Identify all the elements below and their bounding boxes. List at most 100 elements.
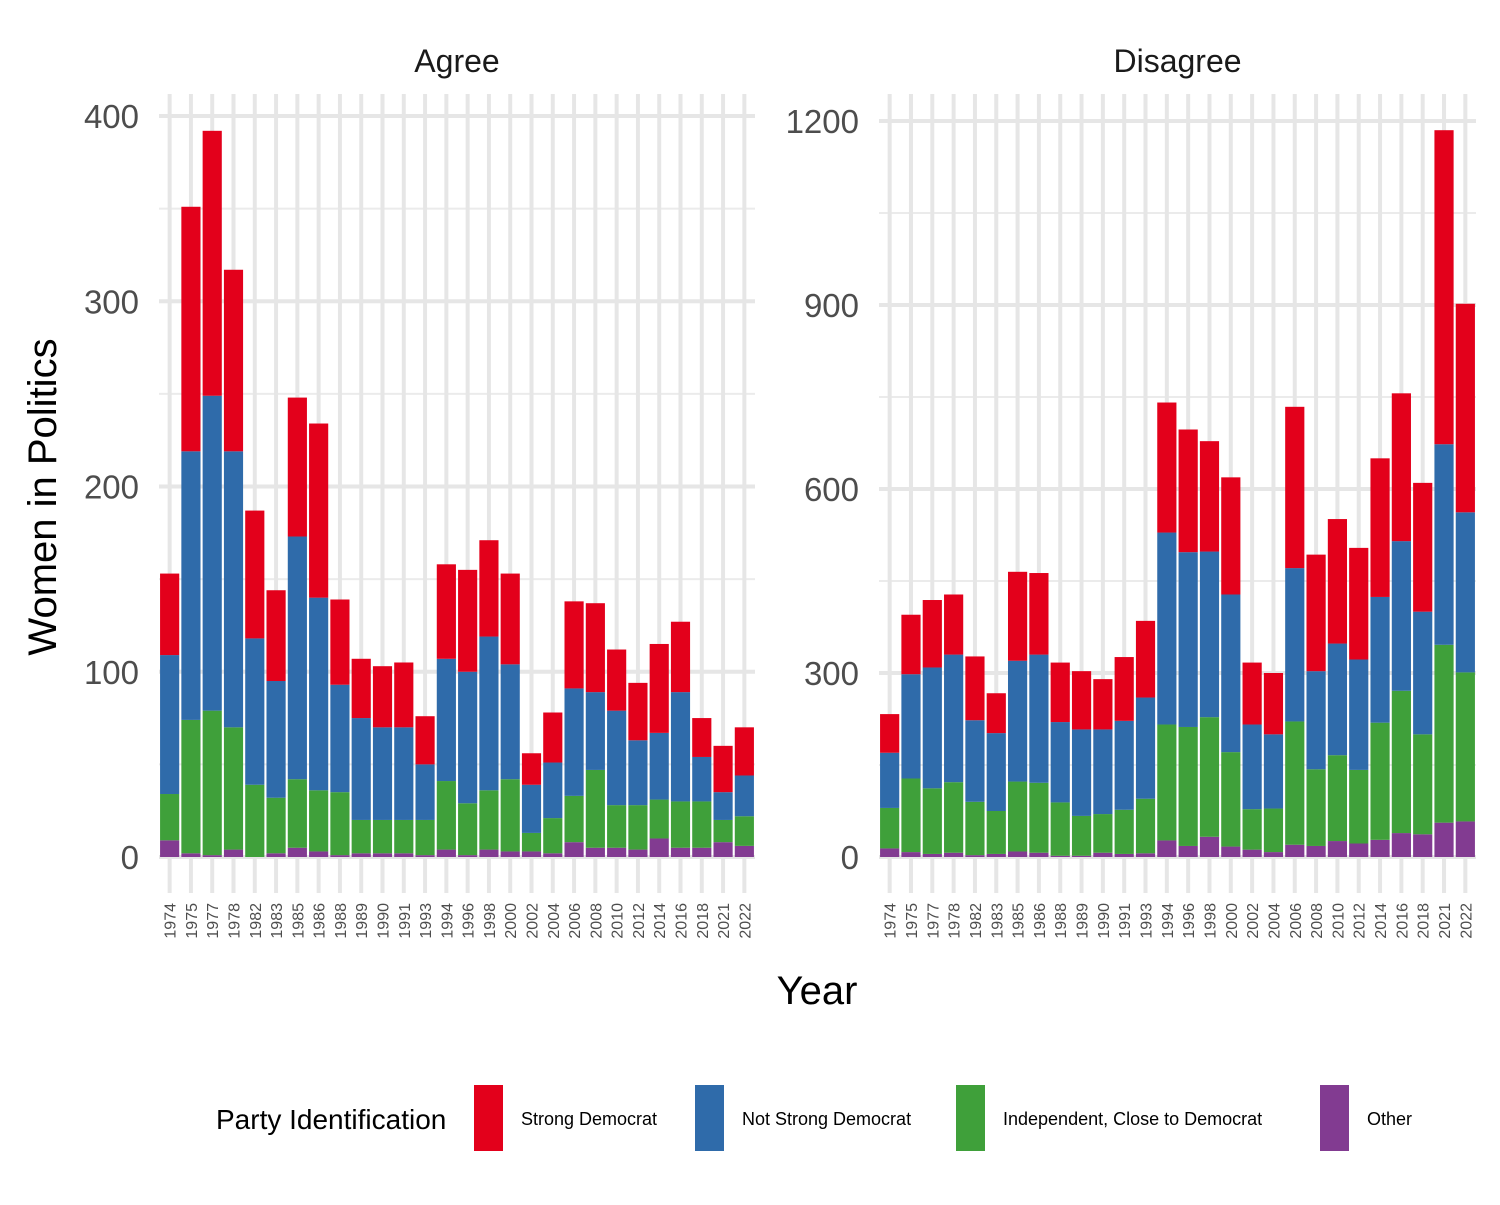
- bar-other: [1135, 853, 1156, 857]
- bar-not-strong-democrat: [986, 733, 1006, 811]
- x-tick-label: 1975: [184, 903, 201, 939]
- panel-title: Disagree: [1113, 43, 1241, 79]
- bar-other: [500, 851, 520, 857]
- bar-not-strong-democrat: [415, 764, 435, 820]
- bar-independent-close-to-democrat: [1349, 769, 1369, 844]
- bar-other: [351, 853, 371, 857]
- bar-other: [436, 849, 456, 857]
- y-tick-label: 100: [84, 654, 139, 691]
- bar-independent-close-to-democrat: [1370, 722, 1390, 840]
- bar-other: [287, 847, 307, 857]
- bar-not-strong-democrat: [287, 536, 307, 780]
- bar-strong-democrat: [1071, 671, 1092, 730]
- bar-independent-close-to-democrat: [521, 832, 542, 852]
- bar-not-strong-democrat: [351, 718, 371, 820]
- bar-independent-close-to-democrat: [1285, 721, 1305, 845]
- x-tick-label: 2012: [631, 903, 648, 939]
- bar-other: [1349, 843, 1369, 857]
- bar-other: [1007, 851, 1028, 857]
- bar-strong-democrat: [181, 206, 201, 452]
- bar-other: [1327, 841, 1348, 857]
- legend-label: Strong Democrat: [521, 1109, 657, 1129]
- bar-other: [415, 855, 435, 857]
- x-tick-label: 1977: [925, 903, 942, 939]
- x-tick-label: 2004: [1266, 903, 1283, 939]
- x-tick-label: 1982: [248, 903, 265, 939]
- bar-not-strong-democrat: [1455, 512, 1475, 673]
- x-tick-label: 2008: [588, 903, 605, 939]
- bar-other: [1263, 852, 1284, 857]
- bar-independent-close-to-democrat: [330, 792, 350, 856]
- bar-other: [543, 853, 563, 857]
- bar-independent-close-to-democrat: [1093, 814, 1113, 853]
- bar-other: [564, 842, 584, 857]
- y-tick-label: 200: [84, 469, 139, 506]
- x-tick-label: 2016: [674, 903, 691, 939]
- bar-other: [880, 848, 900, 857]
- bar-not-strong-democrat: [330, 684, 350, 793]
- bar-independent-close-to-democrat: [202, 710, 222, 856]
- bar-strong-democrat: [734, 727, 754, 776]
- x-tick-label: 2021: [716, 903, 733, 939]
- bar-independent-close-to-democrat: [309, 790, 329, 852]
- bar-not-strong-democrat: [1093, 729, 1113, 815]
- bar-strong-democrat: [901, 614, 921, 675]
- bar-strong-democrat: [1050, 662, 1070, 723]
- bar-not-strong-democrat: [1306, 671, 1326, 770]
- x-tick-label: 2022: [737, 903, 754, 939]
- bar-independent-close-to-democrat: [1071, 815, 1092, 856]
- x-tick-label: 1994: [1160, 903, 1177, 939]
- bar-other: [734, 845, 754, 857]
- x-tick-label: 2006: [567, 903, 584, 939]
- bar-independent-close-to-democrat: [1242, 809, 1262, 850]
- x-tick-label: 2008: [1309, 903, 1326, 939]
- legend-key: [1320, 1085, 1349, 1151]
- bar-independent-close-to-democrat: [607, 805, 627, 848]
- bar-strong-democrat: [670, 621, 691, 693]
- bar-independent-close-to-democrat: [351, 819, 371, 854]
- bar-other: [944, 852, 964, 857]
- x-tick-label: 1986: [1032, 903, 1049, 939]
- bar-independent-close-to-democrat: [1157, 724, 1177, 841]
- bar-not-strong-democrat: [564, 688, 584, 796]
- bar-other: [1391, 833, 1411, 857]
- bar-other: [1093, 852, 1113, 857]
- bar-not-strong-democrat: [1135, 697, 1156, 799]
- x-tick-label: 1998: [482, 903, 499, 939]
- bar-independent-close-to-democrat: [500, 779, 520, 852]
- x-tick-label: 2018: [1416, 903, 1433, 939]
- x-tick-label: 1990: [1096, 903, 1113, 939]
- bar-strong-democrat: [1135, 620, 1156, 698]
- bar-strong-democrat: [1029, 573, 1049, 655]
- bar-not-strong-democrat: [1050, 722, 1070, 803]
- bar-strong-democrat: [649, 643, 669, 733]
- y-tick-label: 0: [841, 839, 859, 876]
- bar-not-strong-democrat: [922, 667, 942, 789]
- bar-independent-close-to-democrat: [1029, 782, 1049, 853]
- bar-other: [521, 851, 542, 857]
- bar-independent-close-to-democrat: [1178, 726, 1198, 846]
- bar-independent-close-to-democrat: [649, 799, 669, 839]
- bar-not-strong-democrat: [521, 784, 542, 833]
- bar-independent-close-to-democrat: [1135, 798, 1156, 854]
- bar-independent-close-to-democrat: [415, 819, 435, 856]
- bar-not-strong-democrat: [479, 636, 499, 791]
- panel-disagree: 0 300 600 900 1200 1974 1975 1977 1978 1982 1983 19…: [786, 43, 1476, 939]
- bar-other: [1050, 855, 1070, 857]
- bar-other: [479, 849, 499, 857]
- x-tick-label: 1975: [904, 903, 921, 939]
- bar-not-strong-democrat: [692, 756, 712, 802]
- bar-other: [1306, 845, 1326, 857]
- bar-independent-close-to-democrat: [543, 818, 563, 854]
- bar-not-strong-democrat: [1178, 552, 1198, 727]
- bar-independent-close-to-democrat: [628, 805, 648, 850]
- bar-not-strong-democrat: [266, 681, 286, 798]
- bar-strong-democrat: [880, 714, 900, 753]
- bar-not-strong-democrat: [1413, 611, 1433, 735]
- bar-not-strong-democrat: [944, 654, 964, 783]
- bar-other: [1285, 844, 1305, 857]
- bar-other: [1221, 846, 1241, 857]
- bar-independent-close-to-democrat: [372, 819, 393, 854]
